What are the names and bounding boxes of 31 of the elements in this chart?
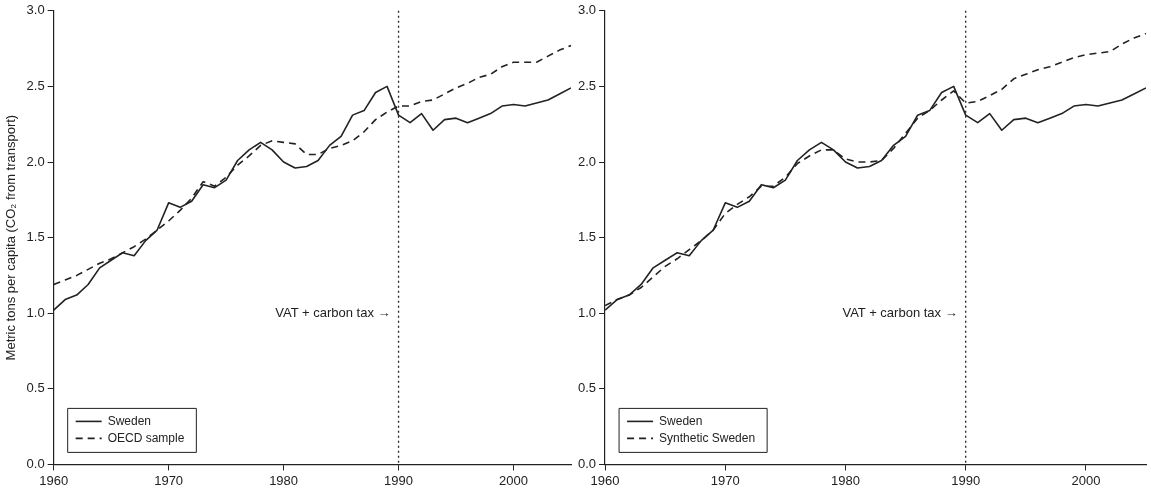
x-tick-label: 2000 [1071,472,1101,488]
x-tick-label: 1980 [831,472,860,488]
y-tick-label: 3.0 [26,2,45,18]
y-tick-label: 0.0 [577,455,597,471]
y-tick-label: 0.5 [26,380,45,396]
x-tick-label: 2000 [499,472,528,488]
x-tick-label: 1960 [590,472,620,488]
x-tick-label: 1990 [951,472,981,488]
y-tick-label: 2.5 [26,77,45,93]
y-axis-title: Metric tons per capita (CO₂ from transport) [3,114,19,361]
legend-label: Sweden [659,413,703,428]
x-tick-label: 1970 [710,472,740,488]
y-tick-label: 3.0 [577,2,597,18]
y-tick-label: 1.0 [26,304,45,320]
legend-label: Synthetic Sweden [659,430,756,445]
legend-label: OECD sample [107,430,185,445]
y-tick-label: 2.0 [26,153,45,169]
y-tick-label: 0.5 [577,380,597,396]
x-tick-label: 1980 [269,472,299,488]
y-tick-label: 2.0 [577,153,597,169]
x-tick-label: 1960 [39,472,69,488]
y-tick-label: 1.5 [577,229,597,245]
annotation: VAT + carbon tax → [842,304,958,320]
y-tick-label: 2.5 [577,77,597,93]
y-tick-label: 1.0 [577,304,597,320]
y-tick-label: 0.0 [26,455,45,471]
y-tick-label: 1.5 [26,229,45,245]
annotation: VAT + carbon tax → [275,304,391,320]
x-tick-label: 1970 [154,472,184,488]
legend-label: Sweden [107,413,152,428]
x-tick-label: 1990 [384,472,414,488]
